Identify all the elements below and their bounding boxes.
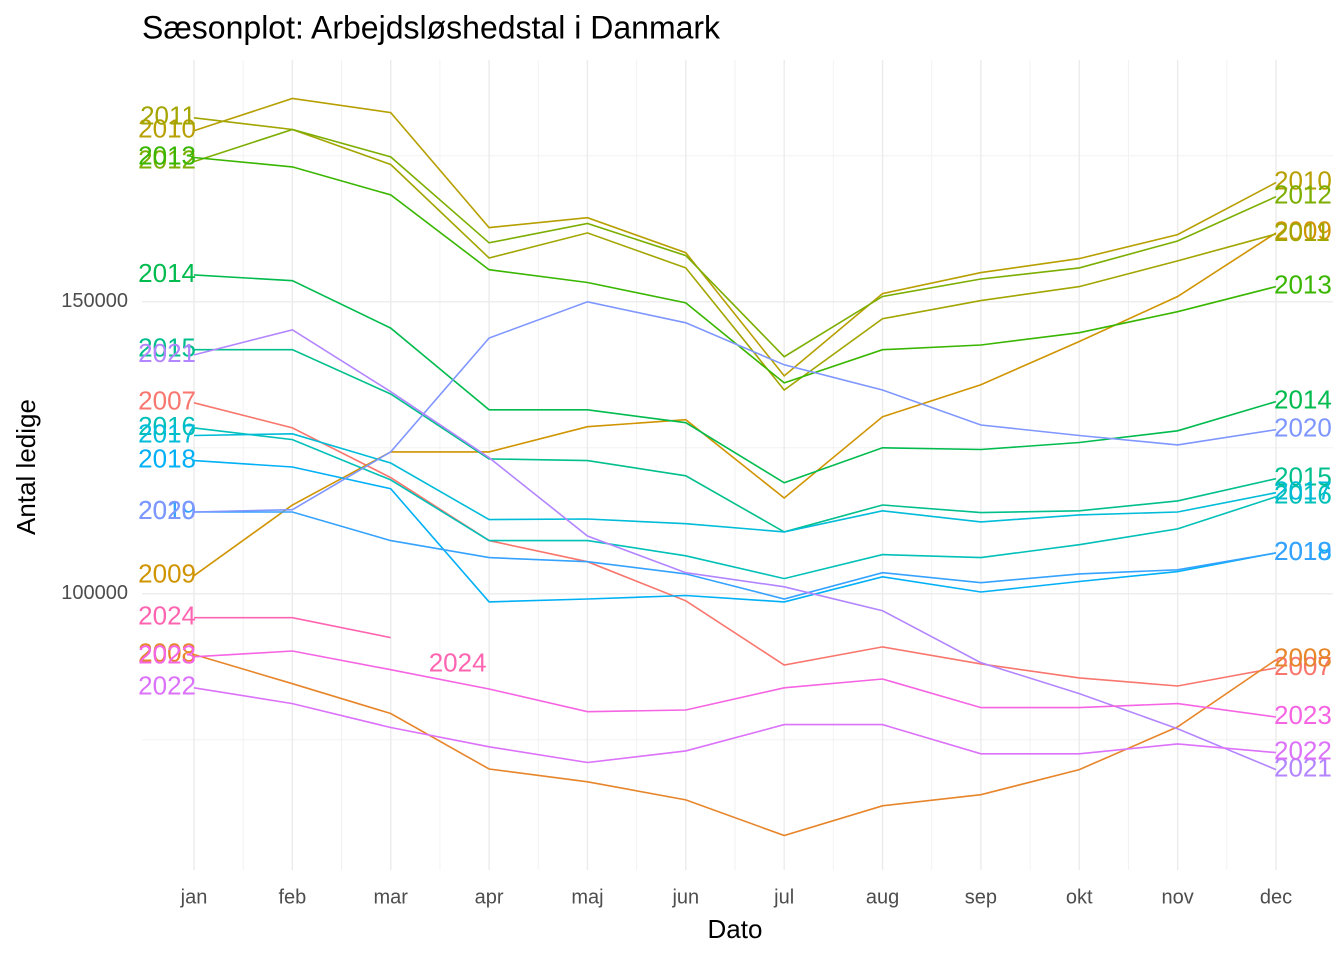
series-line xyxy=(194,616,391,639)
series-end-label: 2020 xyxy=(1274,413,1332,443)
series-end-label: 2008 xyxy=(1274,643,1332,673)
y-axis-title: Antal ledige xyxy=(11,399,41,535)
x-tick-label: sep xyxy=(965,886,997,908)
series-end-label: 2018 xyxy=(1274,536,1332,566)
x-tick-label: mar xyxy=(374,886,409,908)
x-tick-label: aug xyxy=(866,886,899,908)
series-start-label: 2011 xyxy=(140,101,196,131)
series-start-label: 2016 xyxy=(138,411,196,441)
x-tick-label: jun xyxy=(671,886,699,908)
series-end-label: 2022 xyxy=(1274,735,1332,765)
series-start-label: 2020 xyxy=(138,495,196,525)
series-start-label: 2012 xyxy=(138,144,196,174)
series-line xyxy=(193,156,1277,384)
grid: 100000 150000 jan feb mar apr maj jun jul aug sep o… xyxy=(61,60,1333,908)
series-end-label: 2015 xyxy=(1274,462,1332,492)
series-start-label: 2021 xyxy=(138,338,196,368)
x-tick-label: okt xyxy=(1066,886,1093,908)
series-line xyxy=(193,328,1277,771)
series-end-label: 2016 xyxy=(1274,480,1332,510)
chart-title: Sæsonplot: Arbejdsløshedstal i Danmark xyxy=(142,9,721,45)
series-line xyxy=(193,402,1277,687)
y-tick-label: 150000 xyxy=(61,290,128,312)
series-line xyxy=(193,128,1277,358)
x-tick-label: dec xyxy=(1260,886,1292,908)
series-end-label: 2013 xyxy=(1274,269,1332,299)
plot-lines xyxy=(193,97,1277,837)
series-start-label: 2007 xyxy=(138,386,196,416)
series-line xyxy=(193,427,1277,580)
series-start-label: 2023 xyxy=(138,640,196,670)
series-start-label: 2010 xyxy=(138,114,196,144)
series-line xyxy=(193,432,1277,533)
x-tick-label: nov xyxy=(1162,886,1194,908)
x-tick-label: feb xyxy=(278,886,306,908)
series-start-label: 2019 xyxy=(138,495,196,525)
series-end-label: 2012 xyxy=(1274,180,1332,210)
series-start-label: 2014 xyxy=(138,258,196,288)
series-end-label: 2010 xyxy=(1274,166,1332,196)
series-start-label: 2008 xyxy=(138,637,196,667)
series-start-label: 2015 xyxy=(138,333,196,363)
series-start-label: 2009 xyxy=(138,559,196,589)
series-line xyxy=(194,348,1277,533)
series-end-label: 2019 xyxy=(1274,536,1332,566)
series-end-label: 2021 xyxy=(1274,752,1332,782)
series-line xyxy=(193,97,1277,378)
series-start-label: 2017 xyxy=(138,418,196,448)
series-end-label: 2014 xyxy=(1274,385,1332,415)
x-tick-label: jan xyxy=(180,886,208,908)
series-line xyxy=(193,300,1277,513)
series-line xyxy=(193,650,1277,718)
series-line xyxy=(193,117,1277,392)
y-tick-label: 100000 xyxy=(61,582,128,604)
x-tick-label: apr xyxy=(475,886,504,908)
series-end-label: 2024 xyxy=(429,647,487,677)
series-line xyxy=(193,687,1277,764)
series-start-label: 2013 xyxy=(138,140,196,170)
series-start-label: 2022 xyxy=(138,671,196,701)
x-tick-label: maj xyxy=(571,886,603,908)
series-line xyxy=(193,653,1277,837)
series-line xyxy=(193,274,1277,484)
series-end-label: 2007 xyxy=(1274,651,1332,681)
series-end-label: 2011 xyxy=(1274,217,1330,247)
series-line xyxy=(193,459,1277,603)
series-end-label: 2017 xyxy=(1274,476,1332,506)
series-start-label: 2018 xyxy=(138,443,196,473)
x-tick-label: jul xyxy=(773,886,794,908)
series-start-label: 2024 xyxy=(138,601,196,631)
series-end-label: 2009 xyxy=(1274,216,1332,246)
series-line xyxy=(194,511,1277,600)
x-axis-title: Dato xyxy=(708,914,763,944)
series-end-label: 2023 xyxy=(1274,700,1332,730)
